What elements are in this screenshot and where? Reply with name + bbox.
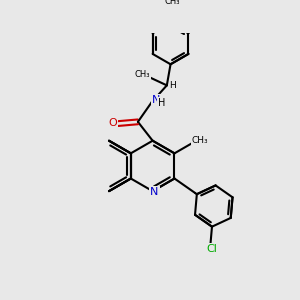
Text: H: H	[158, 98, 165, 108]
Text: O: O	[109, 118, 117, 128]
Text: N: N	[152, 95, 160, 105]
Text: Cl: Cl	[206, 244, 217, 254]
Text: N: N	[150, 187, 159, 197]
Text: CH₃: CH₃	[135, 70, 150, 79]
Text: H: H	[169, 81, 176, 90]
Text: CH₃: CH₃	[192, 136, 208, 145]
Text: CH₃: CH₃	[164, 0, 180, 6]
